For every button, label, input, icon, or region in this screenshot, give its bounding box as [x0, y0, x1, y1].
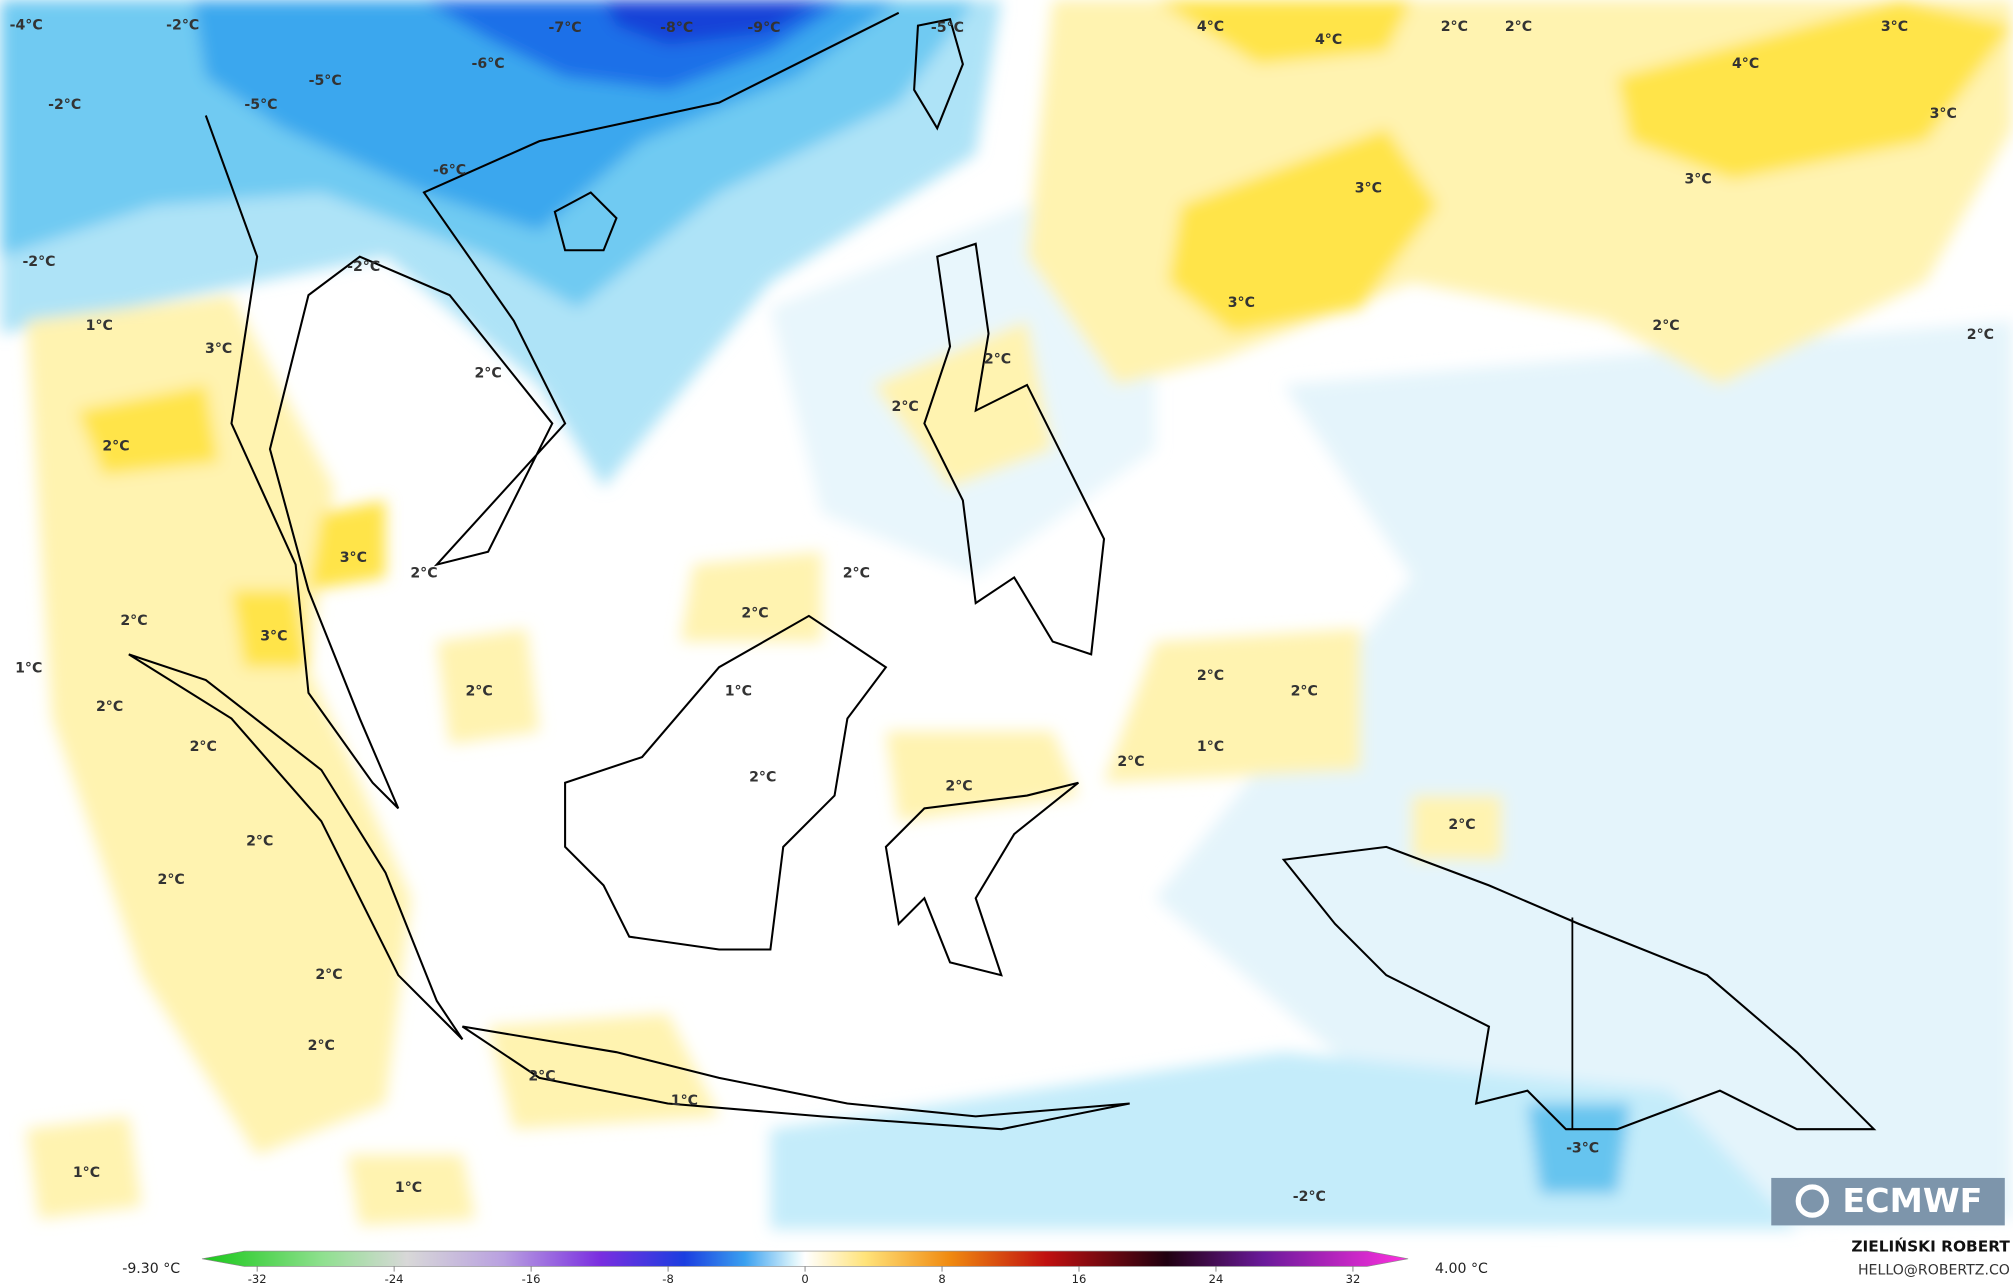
- colorbar-tick-label: -16: [522, 1272, 541, 1286]
- contour-label: 3°C: [260, 628, 287, 644]
- contour-label: -4°C: [10, 18, 43, 34]
- contour-label: 2°C: [1441, 19, 1468, 35]
- contour-label: 2°C: [474, 365, 501, 381]
- contour-label: 2°C: [984, 351, 1011, 367]
- colorbar-ticks: -32 -24 -16 -8 0 8 16 24 32: [248, 1266, 1361, 1286]
- contour-label: 4°C: [1197, 19, 1224, 35]
- contour-label: -3°C: [1566, 1140, 1599, 1156]
- contour-label: 2°C: [1291, 684, 1318, 700]
- contour-label: 2°C: [528, 1069, 555, 1085]
- colorbar-tick-label: -24: [385, 1272, 404, 1286]
- temperature-field: [0, 0, 2013, 1230]
- contour-label: 2°C: [1505, 19, 1532, 35]
- contour-label: 3°C: [1685, 172, 1712, 188]
- contour-label: -2°C: [48, 97, 81, 113]
- contour-label: 2°C: [741, 605, 768, 621]
- contour-label: 2°C: [246, 834, 273, 850]
- contour-label: -5°C: [931, 20, 964, 36]
- contour-label: 2°C: [102, 439, 129, 455]
- contour-label: 1°C: [1197, 739, 1224, 755]
- contour-label: 2°C: [749, 770, 776, 786]
- contour-label: 3°C: [1228, 295, 1255, 311]
- colorbar-tick-label: 8: [938, 1272, 945, 1286]
- contour-label: -9°C: [747, 20, 780, 36]
- contour-label: 2°C: [410, 566, 437, 582]
- author: ZIELIŃSKI ROBERT: [1851, 1237, 2010, 1256]
- contour-label: 2°C: [190, 739, 217, 755]
- colorbar-tick-label: -32: [248, 1272, 267, 1286]
- contour-label: 2°C: [1967, 327, 1994, 343]
- colorbar-min-label: -9.30 °C: [122, 1261, 180, 1277]
- contour-label: 2°C: [945, 779, 972, 795]
- contour-label: -6°C: [433, 163, 466, 179]
- contour-label: -6°C: [472, 56, 505, 72]
- contour-label: 2°C: [1197, 668, 1224, 684]
- contour-label: -2°C: [22, 254, 55, 270]
- contour-label: 2°C: [1117, 754, 1144, 770]
- logo-icon: [1795, 1184, 1829, 1218]
- contour-label: 1°C: [671, 1093, 698, 1109]
- contour-label: 3°C: [1930, 106, 1957, 122]
- logo-text: ECMWF: [1842, 1181, 1982, 1220]
- contour-label: 2°C: [96, 699, 123, 715]
- colorbar-tick-label: 0: [801, 1272, 808, 1286]
- contour-labels: -4°C -2°C -7°C -8°C -9°C -5°C -6°C -5°C -2°C -5°C…: [10, 18, 1994, 1206]
- colorbar-tick-label: -8: [662, 1272, 674, 1286]
- contact: HELLO@ROBERTZ.CO: [1858, 1262, 2010, 1278]
- contour-label: -8°C: [660, 20, 693, 36]
- contour-label: 1°C: [725, 684, 752, 700]
- contour-label: 4°C: [1732, 56, 1759, 72]
- contour-label: 1°C: [73, 1165, 100, 1181]
- colorbar-tick-label: 24: [1209, 1272, 1224, 1286]
- contour-label: 2°C: [120, 613, 147, 629]
- contour-label: 2°C: [1448, 817, 1475, 833]
- contour-label: -2°C: [1293, 1189, 1326, 1205]
- contour-label: 1°C: [395, 1180, 422, 1196]
- contour-label: 3°C: [1881, 19, 1908, 35]
- contour-label: 3°C: [340, 550, 367, 566]
- contour-label: 3°C: [205, 341, 232, 357]
- contour-label: -5°C: [244, 97, 277, 113]
- contour-label: 1°C: [15, 661, 42, 677]
- colorbar-tick-label: 16: [1072, 1272, 1087, 1286]
- colorbar: [201, 1250, 1409, 1267]
- contour-label: -2°C: [347, 259, 380, 275]
- contour-label: 2°C: [308, 1038, 335, 1054]
- contour-label: 2°C: [158, 872, 185, 888]
- contour-label: -2°C: [166, 18, 199, 34]
- coastlines: [128, 11, 1877, 1131]
- colorbar-tick-label: 32: [1346, 1272, 1361, 1286]
- contour-label: 2°C: [892, 399, 919, 415]
- contour-label: 1°C: [86, 318, 113, 334]
- contour-label: 2°C: [843, 566, 870, 582]
- contour-label: -7°C: [549, 20, 582, 36]
- contour-label: 2°C: [1652, 318, 1679, 334]
- contour-label: 2°C: [315, 967, 342, 983]
- colorbar-max-label: 4.00 °C: [1435, 1261, 1488, 1277]
- contour-label: 2°C: [466, 684, 493, 700]
- contour-label: 4°C: [1315, 32, 1342, 48]
- contour-label: -5°C: [309, 73, 342, 89]
- contour-label: 3°C: [1355, 181, 1382, 197]
